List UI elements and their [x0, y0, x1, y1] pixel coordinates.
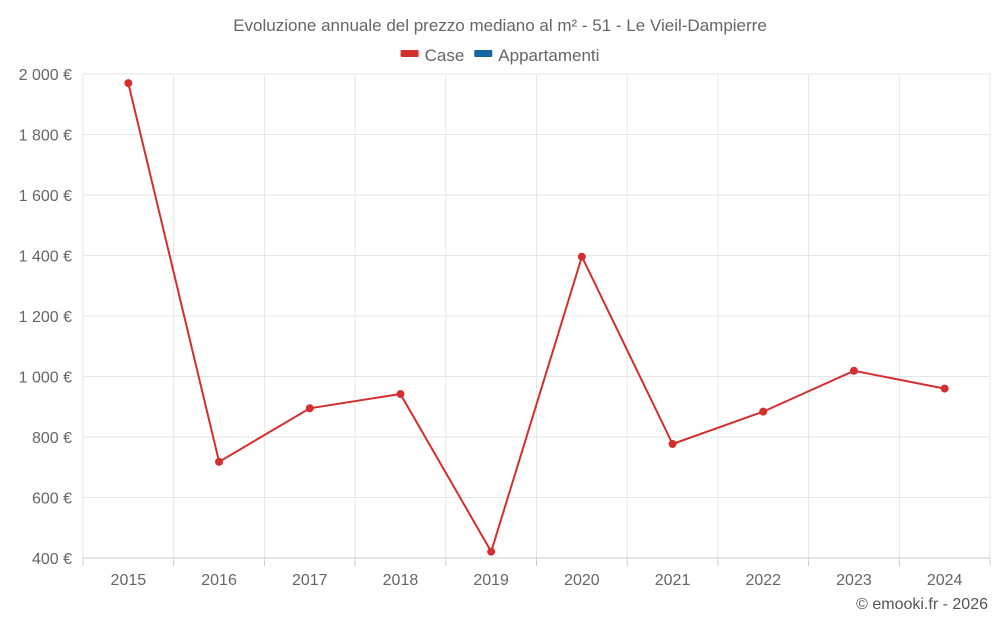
data-point-case-2022[interactable] [759, 407, 768, 416]
x-tick-label: 2015 [111, 572, 147, 589]
y-tick-label: 800 € [32, 430, 72, 447]
data-point-case-2024[interactable] [940, 384, 949, 393]
x-tick-label: 2017 [292, 572, 328, 589]
data-point-case-2015[interactable] [124, 79, 133, 88]
legend-label: Appartamenti [498, 46, 599, 65]
y-tick-label: 600 € [32, 491, 72, 508]
legend-swatch [400, 50, 419, 57]
data-point-case-2017[interactable] [305, 404, 314, 413]
legend-item-case[interactable]: Case [400, 46, 465, 65]
data-point-case-2016[interactable] [215, 457, 224, 466]
x-tick-label: 2021 [655, 572, 691, 589]
x-tick-label: 2022 [745, 572, 781, 589]
data-point-case-2021[interactable] [668, 439, 677, 448]
y-axis: 400 € 600 € 800 € 1 000 € 1 200 € 1 400 € 1 60… [19, 67, 72, 568]
legend: Case Appartamenti [400, 46, 599, 65]
chart-title: Evoluzione annuale del prezzo mediano al… [233, 16, 767, 35]
data-point-case-2023[interactable] [849, 366, 858, 375]
x-tick-label: 2018 [383, 572, 419, 589]
x-axis: 2015 2016 2017 2018 2019 2020 2021 2022 2023 2024 [82, 557, 991, 589]
legend-label: Case [425, 46, 465, 65]
credit-text: © emooki.fr - 2026 [856, 596, 988, 613]
x-tick-label: 2016 [201, 572, 237, 589]
grid [82, 73, 991, 559]
data-point-case-2019[interactable] [487, 547, 496, 556]
x-tick-label: 2023 [836, 572, 872, 589]
x-tick-label: 2019 [473, 572, 509, 589]
x-tick-label: 2024 [927, 572, 963, 589]
data-point-case-2020[interactable] [577, 252, 586, 261]
data-point-case-2018[interactable] [396, 390, 405, 399]
legend-item-appartamenti[interactable]: Appartamenti [474, 46, 599, 65]
series-line-case [127, 82, 945, 555]
y-tick-label: 2 000 € [19, 67, 72, 84]
x-tick-label: 2020 [564, 572, 600, 589]
series-layer [124, 79, 949, 556]
y-tick-label: 400 € [32, 551, 72, 568]
y-tick-label: 1 400 € [19, 249, 72, 266]
y-tick-label: 1 200 € [19, 309, 72, 326]
legend-swatch [474, 50, 493, 57]
y-tick-label: 1 000 € [19, 370, 72, 387]
y-tick-label: 1 600 € [19, 188, 72, 205]
y-tick-label: 1 800 € [19, 128, 72, 145]
